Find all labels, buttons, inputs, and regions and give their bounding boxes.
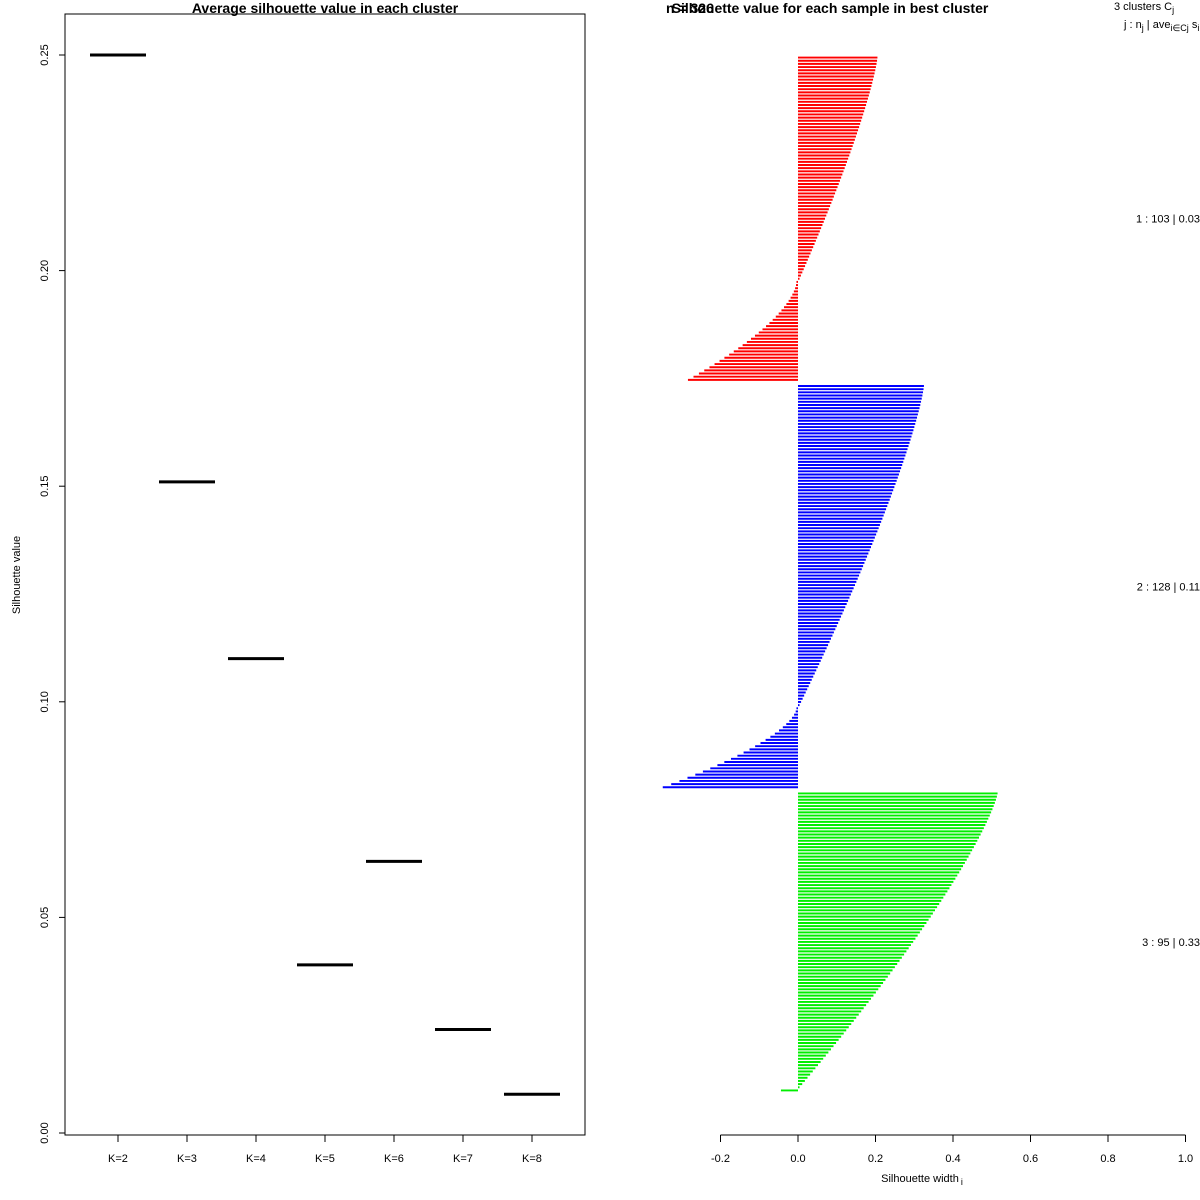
cluster-label: 1 : 103 | 0.03 [1136,214,1200,226]
right-x-tick-label: 0.0 [790,1153,805,1165]
legend-header-line2: j : nj | avei∈Cj si [1123,19,1199,33]
left-x-tick-label: K=4 [246,1153,266,1165]
left-x-tick-label: K=8 [522,1153,542,1165]
left-y-tick-label: 0.15 [39,475,51,496]
legend-header-line2-sub: j [1141,23,1144,33]
legend-header-line2-text: j : n [1123,19,1142,31]
right-x-tick-label: 0.6 [1023,1153,1038,1165]
left-y-tick-label: 0.05 [39,907,51,928]
left-marks [90,53,560,1096]
legend-header-line2-sub2: i∈Cj [1170,23,1188,33]
silhouette-bars [662,56,998,1092]
legend-header-line1-text: 3 clusters C [1114,1,1172,13]
left-y-tick-label: 0.20 [39,260,51,281]
right-x-tick-label: 1.0 [1178,1153,1193,1165]
right-x-tick-label: 0.8 [1100,1153,1115,1165]
legend-header-line1-sub: j [1171,5,1174,15]
left-y-tick-label: 0.25 [39,44,51,65]
right-x-tick-label: 0.4 [945,1153,960,1165]
legend-header-line1: 3 clusters Cj [1114,1,1174,15]
left-y-axis-label: Silhouette value [11,536,23,614]
legend-header-line2-mid: | ave [1144,19,1171,31]
left-x-tick-label: K=6 [384,1153,404,1165]
right-x-tick-label: 0.2 [868,1153,883,1165]
right-x-tick-label: -0.2 [711,1153,730,1165]
left-plot-frame [64,13,586,1136]
right-panel: n = 326 Silhouette value for each sample… [662,0,1200,1187]
left-x-tick-label: K=5 [315,1153,335,1165]
right-title-overlap: n = 326 [666,0,714,16]
cluster-label: 3 : 95 | 0.33 [1142,937,1200,949]
left-x-tick-label: K=2 [108,1153,128,1165]
left-x-axis: K=2 K=3 K=4 K=5 K=6 K=7 K=8 [108,1134,542,1165]
left-y-tick-label: 0.10 [39,691,51,712]
right-title: Silhouette value for each sample in best… [672,0,989,16]
legend-header-line2-tail: s [1189,19,1198,31]
right-x-axis: -0.2 0.0 0.2 0.4 0.6 0.8 1.0 [711,1134,1193,1165]
left-y-tick-label: 0.00 [39,1122,51,1143]
cluster-labels: 1 : 103 | 0.03 2 : 128 | 0.11 3 : 95 | 0.3… [1136,214,1200,949]
right-x-axis-label-sub: i [961,1177,963,1187]
legend-header-line2-tail-sub: i [1197,23,1199,33]
left-x-tick-label: K=3 [177,1153,197,1165]
legend-header: 3 clusters Cj j : nj | avei∈Cj si [1114,1,1199,33]
left-y-axis: 0.00 0.05 0.10 0.15 0.20 0.25 [39,44,66,1144]
cluster-label: 2 : 128 | 0.11 [1137,582,1200,594]
right-x-axis-label-text: Silhouette width [881,1173,959,1185]
left-x-tick-label: K=7 [453,1153,473,1165]
left-title: Average silhouette value in each cluster [192,0,459,16]
left-panel: Average silhouette value in each cluster… [11,0,586,1165]
right-x-axis-label: Silhouette width i [881,1173,963,1187]
